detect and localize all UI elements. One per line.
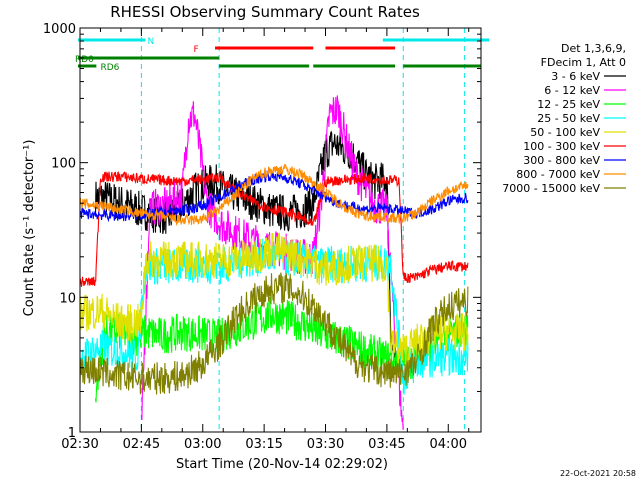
legend-label-5: 50 - 100 keV bbox=[530, 126, 600, 139]
x-tick-label-03:00: 03:00 bbox=[184, 437, 221, 452]
flag-label-f: F bbox=[193, 45, 198, 55]
legend-label-8: 800 - 7000 keV bbox=[516, 168, 600, 181]
chart-title: RHESSI Observing Summary Count Rates bbox=[110, 3, 420, 21]
series-line-5 bbox=[80, 232, 469, 368]
y-tick-label-10: 10 bbox=[59, 291, 76, 306]
legend-header-line-1: Det 1,3,6,9, bbox=[561, 42, 626, 55]
legend-label-1: 3 - 6 keV bbox=[551, 70, 600, 83]
legend-label-3: 12 - 25 keV bbox=[537, 98, 600, 111]
series-line-9 bbox=[80, 272, 469, 395]
x-tick-label-03:30: 03:30 bbox=[307, 437, 344, 452]
y-tick-label-1: 1 bbox=[68, 426, 76, 441]
series-line-8 bbox=[80, 163, 469, 227]
x-tick-label-02:45: 02:45 bbox=[123, 437, 160, 452]
x-tick-label-02:30: 02:30 bbox=[61, 437, 98, 452]
x-tick-label-03:45: 03:45 bbox=[368, 437, 405, 452]
flag-label-rd6: RD6 bbox=[100, 63, 119, 73]
legend-label-9: 7000 - 15000 keV bbox=[502, 182, 600, 195]
plot-frame bbox=[79, 27, 482, 433]
y-tick-label-100: 100 bbox=[51, 157, 76, 172]
legend-label-7: 300 - 800 keV bbox=[523, 154, 600, 167]
flag-label-n: N bbox=[148, 37, 155, 47]
legend-label-4: 25 - 50 keV bbox=[537, 112, 600, 125]
series-line-6 bbox=[80, 170, 469, 287]
x-tick-label-04:00: 04:00 bbox=[430, 437, 467, 452]
x-axis-label: Start Time (20-Nov-14 02:29:02) bbox=[176, 457, 388, 472]
flag-label-rd0: RD0 bbox=[75, 55, 94, 65]
legend-label-2: 6 - 12 keV bbox=[544, 84, 600, 97]
y-axis-label: Count Rate (s⁻¹ detector⁻¹) bbox=[22, 140, 37, 317]
legend-header-line-2: FDecim 1, Att 0 bbox=[541, 56, 626, 69]
series-line-7 bbox=[80, 170, 469, 223]
y-tick-label-1000: 1000 bbox=[43, 22, 76, 37]
x-tick-label-03:15: 03:15 bbox=[245, 437, 282, 452]
series-line-4 bbox=[80, 238, 469, 395]
series-line-3 bbox=[94, 296, 469, 403]
legend-label-6: 100 - 300 keV bbox=[523, 140, 600, 153]
footer-date: 22-Oct-2021 20:58 bbox=[560, 469, 636, 478]
